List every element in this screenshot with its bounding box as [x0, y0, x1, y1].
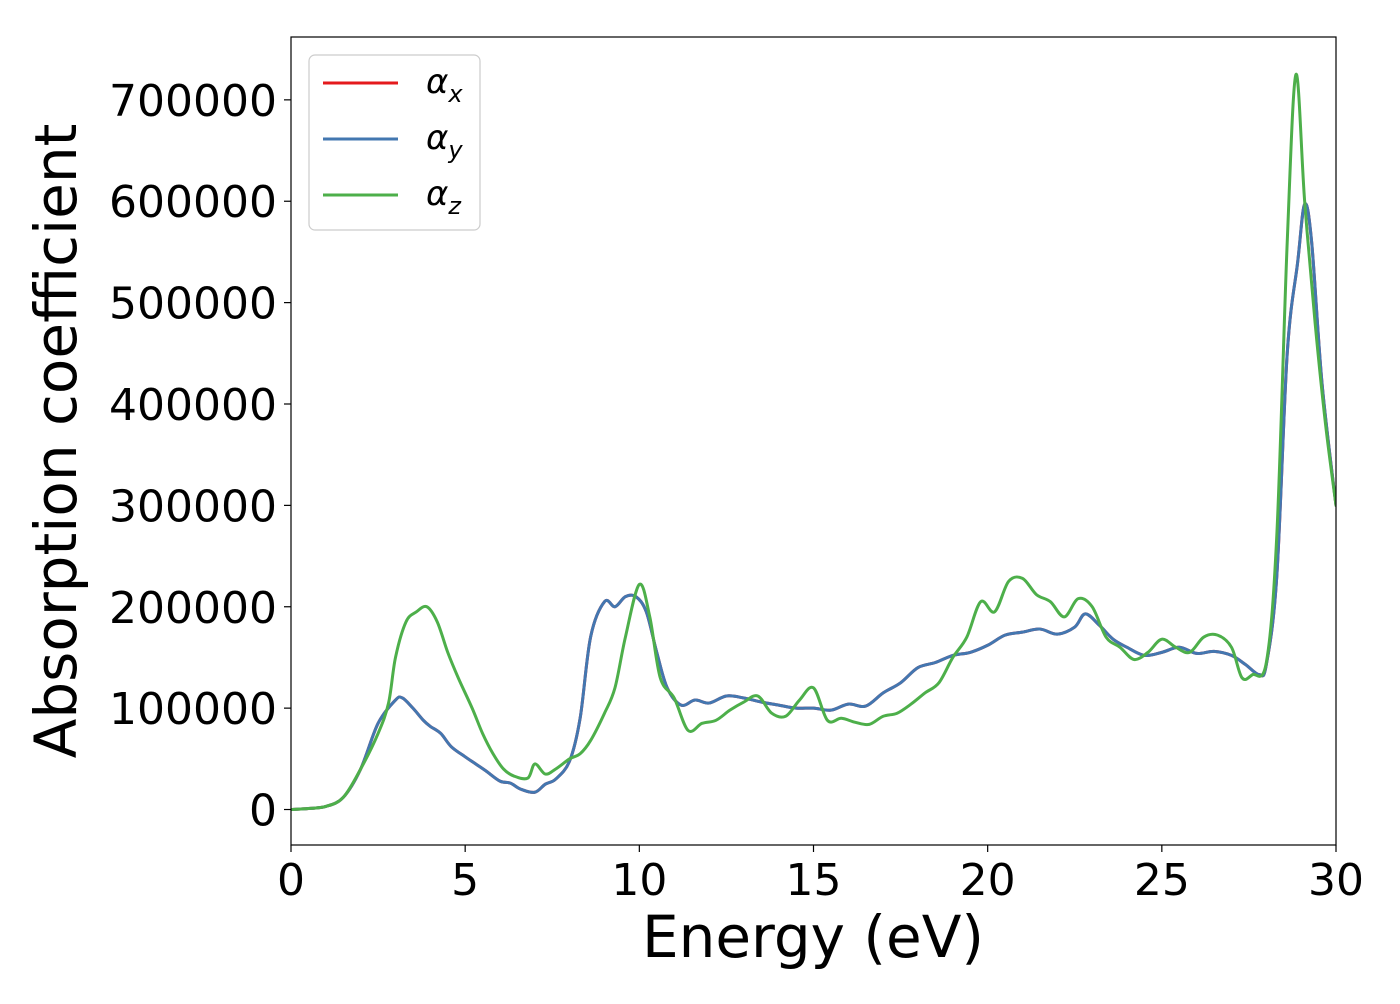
legend-frame [308, 54, 481, 231]
x-tick-label: 5 [451, 855, 479, 906]
x-tick-label: 0 [277, 855, 305, 906]
y-tick-label: 500000 [109, 279, 277, 330]
y-tick-label: 600000 [109, 177, 277, 228]
legend-subscript: y [447, 136, 463, 164]
x-axis-label: Energy (eV) [642, 903, 984, 971]
series-layer [291, 72, 1336, 812]
legend-symbol: α [426, 118, 448, 158]
legend-label-alpha-y: αy [426, 118, 463, 164]
y-tick-label: 400000 [109, 380, 277, 431]
y-tick-label: 0 [249, 786, 277, 837]
legend-label-alpha-x: αx [426, 62, 463, 108]
legend-subscript: x [447, 80, 463, 108]
legend-symbol: α [426, 174, 448, 214]
y-tick-label: 200000 [109, 583, 277, 634]
y-tick-label: 700000 [109, 76, 277, 127]
series-line-alpha-x [291, 202, 1336, 812]
y-tick-label: 100000 [109, 684, 277, 735]
x-tick-label: 15 [786, 855, 842, 906]
series-line-alpha-z [291, 72, 1336, 812]
y-axis-label: Absorption coefficient [22, 124, 90, 759]
x-axis: 0 5 10 15 20 25 30 [277, 845, 1364, 906]
y-tick-label: 300000 [109, 481, 277, 532]
x-tick-label: 10 [611, 855, 667, 906]
legend-symbol: α [426, 62, 448, 102]
x-tick-label: 20 [960, 855, 1016, 906]
legend-subscript: z [447, 192, 462, 220]
x-tick-label: 25 [1134, 855, 1190, 906]
legend-label-alpha-z: αz [426, 174, 462, 220]
series-line-alpha-y [291, 202, 1336, 812]
x-tick-label: 30 [1308, 855, 1364, 906]
y-axis: 0 100000 200000 300000 400000 500000 600000 700… [109, 76, 291, 837]
